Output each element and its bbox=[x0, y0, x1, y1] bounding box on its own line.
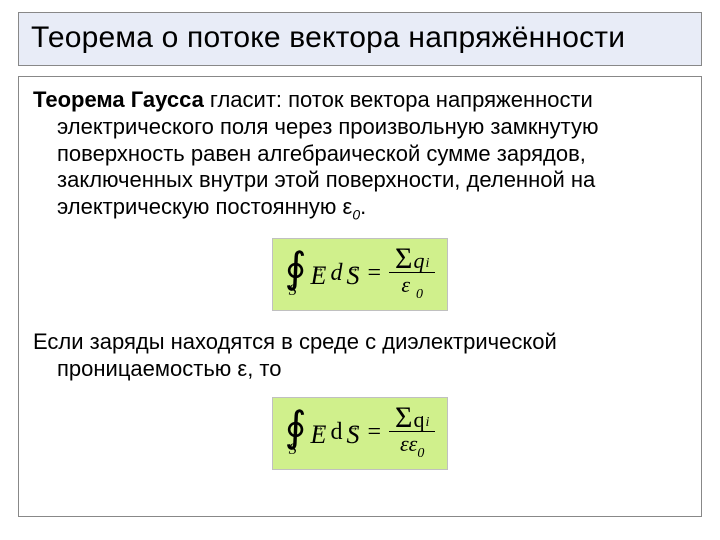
theorem-text-body: электрического поля через произвольную з… bbox=[33, 114, 687, 224]
integral-symbol: ∮ S bbox=[285, 251, 307, 296]
vector-E: → E bbox=[311, 264, 327, 283]
medium-paragraph: Если заряды находятся в среде с диэлектр… bbox=[33, 329, 687, 383]
formula-2-wrap: ∮ S → E d → S = Σ q i bbox=[33, 397, 687, 470]
vector-S-2: → S bbox=[346, 423, 359, 442]
integral-symbol-2: ∮ S bbox=[285, 410, 307, 455]
theorem-text-lead: гласит: поток вектора напряженности bbox=[204, 87, 593, 112]
vector-S: → S bbox=[346, 264, 359, 283]
page-title: Теорема о потоке вектора напряжённости bbox=[31, 21, 689, 55]
content-box: Теорема Гаусса гласит: поток вектора нап… bbox=[18, 76, 702, 517]
fraction-1: Σ q i ε 0 bbox=[389, 245, 435, 302]
fraction-2: Σ q i εε0 bbox=[389, 404, 435, 461]
equals-2: = bbox=[363, 418, 385, 447]
formula-2: ∮ S → E d → S = Σ q i bbox=[272, 397, 449, 470]
formula-1: ∮ S → E d → S = Σ q i bbox=[272, 238, 449, 311]
vector-E-2: → E bbox=[311, 423, 327, 442]
title-box: Теорема о потоке вектора напряжённости bbox=[18, 12, 702, 66]
equals: = bbox=[363, 259, 385, 288]
theorem-name: Теорема Гаусса bbox=[33, 87, 204, 112]
theorem-paragraph: Теорема Гаусса гласит: поток вектора нап… bbox=[33, 87, 687, 224]
formula-1-wrap: ∮ S → E d → S = Σ q i bbox=[33, 238, 687, 311]
